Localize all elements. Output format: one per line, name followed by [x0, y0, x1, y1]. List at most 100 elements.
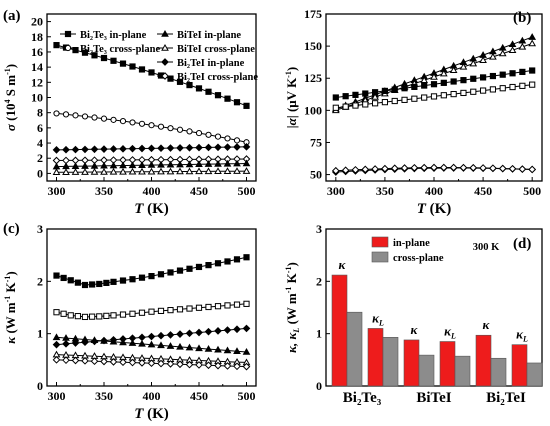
series-triangle-filled	[52, 159, 251, 170]
y-tick-label: 125	[304, 71, 322, 85]
data-point	[499, 71, 506, 78]
data-point	[430, 93, 438, 100]
data-point	[53, 272, 60, 279]
data-point	[176, 78, 184, 85]
data-point	[459, 62, 468, 70]
x-tick-label: 500	[238, 389, 256, 403]
data-point	[460, 89, 467, 97]
data-point	[167, 269, 174, 276]
data-point	[421, 94, 428, 101]
y-tick-label: 2	[37, 151, 43, 165]
data-point	[71, 356, 80, 365]
data-point	[62, 356, 70, 365]
bar-cross-plane	[418, 354, 435, 387]
y-tick-label: 50	[310, 168, 322, 182]
y-tick-label: 2	[316, 274, 322, 288]
data-point	[420, 163, 429, 172]
data-point	[352, 102, 359, 109]
data-point	[332, 94, 339, 101]
data-point	[52, 168, 61, 176]
data-point	[166, 167, 175, 175]
data-point	[508, 164, 517, 173]
data-point	[528, 39, 537, 47]
data-point	[60, 274, 67, 282]
y-axis-label: σ (104 S m-1)	[3, 64, 18, 131]
data-point	[233, 167, 241, 174]
data-point	[391, 97, 398, 105]
y-tick-label: 75	[310, 135, 322, 149]
legend-entry: in-plane	[393, 238, 430, 249]
data-point	[342, 93, 349, 100]
legend-entry: BiTeI in-plane	[177, 30, 241, 41]
data-point	[100, 336, 108, 344]
data-point	[119, 161, 127, 169]
bar-in-plane	[511, 344, 528, 387]
data-point	[53, 110, 60, 117]
data-point	[518, 42, 527, 50]
x-tick-label: 400	[143, 389, 161, 403]
data-point	[489, 72, 497, 80]
data-point	[362, 101, 369, 108]
data-point	[342, 103, 349, 110]
data-point	[138, 167, 146, 175]
legend-entry: Bi₂Te₃ in-plane	[80, 30, 147, 41]
data-point	[157, 341, 165, 349]
temperature-label: 300 K	[473, 242, 500, 253]
data-point	[128, 161, 137, 169]
data-point	[62, 340, 70, 348]
bar-cross-plane	[454, 355, 471, 387]
data-point	[71, 334, 80, 342]
data-point	[110, 116, 117, 123]
data-point	[214, 143, 222, 152]
series-triangle-filled	[52, 333, 251, 355]
x-tick-label: 300	[327, 184, 345, 198]
data-point	[401, 85, 408, 92]
data-point	[214, 327, 222, 335]
data-point	[195, 361, 203, 369]
data-point	[186, 81, 193, 89]
data-point	[110, 278, 117, 285]
bar-symbol-label: κL	[372, 310, 384, 327]
legend-marker	[161, 58, 169, 66]
legend-marker	[64, 44, 72, 52]
data-point	[411, 83, 418, 90]
data-point	[176, 144, 184, 152]
data-point	[71, 145, 80, 154]
data-point	[242, 362, 251, 371]
data-point	[195, 304, 203, 311]
y-tick-label: 16	[31, 45, 43, 59]
x-tick-label: 450	[190, 184, 208, 198]
data-point	[74, 313, 81, 320]
data-point	[138, 161, 146, 168]
data-point	[352, 91, 359, 98]
data-point	[147, 144, 156, 153]
panel-label: (c)	[3, 221, 20, 237]
data-point	[233, 325, 241, 334]
bar-cross-plane	[382, 337, 399, 387]
data-point	[186, 305, 193, 312]
y-tick-label: 0	[316, 379, 322, 393]
bar-in-plane	[475, 334, 492, 387]
data-point	[167, 125, 174, 132]
data-point	[185, 167, 194, 175]
data-point	[129, 119, 136, 126]
data-point	[138, 274, 146, 281]
x-tick-label: 500	[523, 184, 541, 198]
bar-cross-plane	[346, 311, 363, 387]
data-point	[498, 164, 507, 173]
data-point	[119, 277, 127, 284]
data-point	[440, 92, 447, 99]
data-point	[176, 342, 184, 350]
data-point	[119, 167, 127, 175]
data-point	[351, 165, 360, 174]
data-point	[242, 159, 251, 167]
legend-marker	[64, 30, 72, 38]
bar-cross-plane	[490, 357, 507, 387]
data-point	[148, 69, 155, 76]
data-point	[52, 333, 61, 341]
data-point	[138, 144, 146, 153]
data-point	[195, 263, 203, 271]
data-point	[489, 164, 497, 173]
data-point	[74, 279, 81, 286]
data-point	[204, 160, 213, 167]
